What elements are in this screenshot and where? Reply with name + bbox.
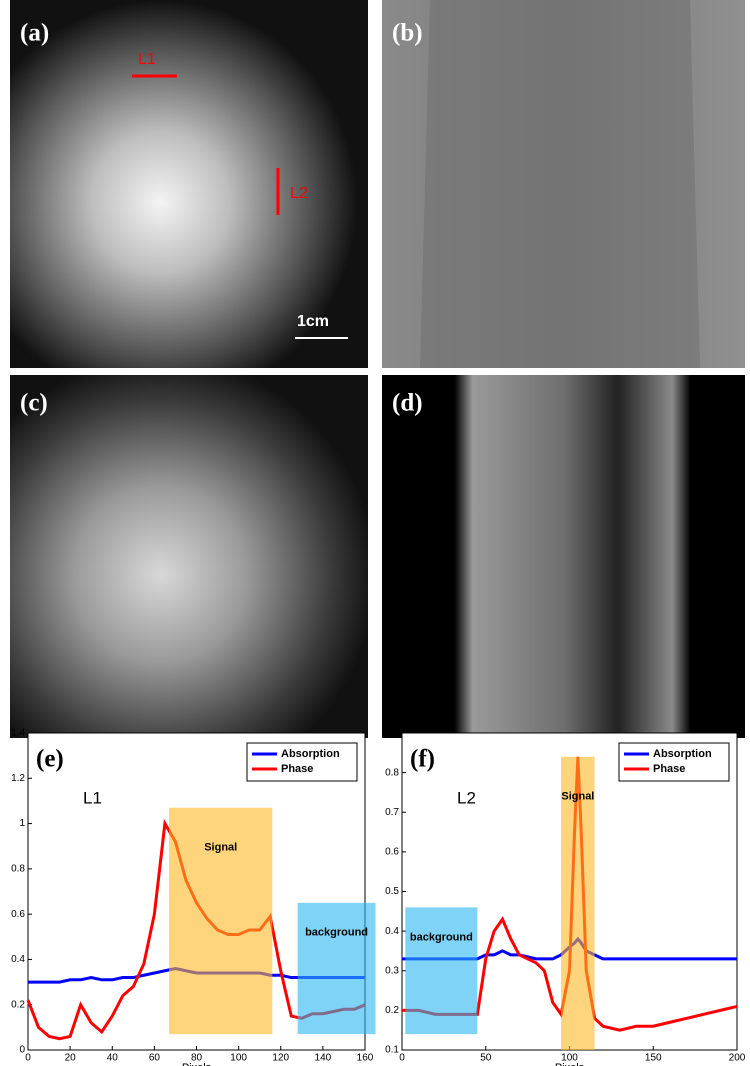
image-c <box>10 375 368 738</box>
legend-label: Phase <box>653 763 685 775</box>
y-tick-label: 0.4 <box>11 954 25 965</box>
legend-label: Phase <box>281 763 313 775</box>
x-tick-label: 0 <box>399 1053 405 1064</box>
annotation: L2 <box>457 788 476 807</box>
x-tick-label: 160 <box>357 1053 374 1064</box>
x-tick-label: 100 <box>230 1053 247 1064</box>
x-tick-label: 150 <box>645 1053 662 1064</box>
y-tick-label: 1 <box>19 818 25 829</box>
panel-label: (d) <box>392 390 423 417</box>
panel-label: (a) <box>20 20 49 47</box>
region <box>405 907 477 1034</box>
y-tick-label: 0.1 <box>385 1045 399 1056</box>
annotation: L1 <box>138 51 156 68</box>
region-label: Signal <box>561 791 594 803</box>
region-label: background <box>410 931 473 943</box>
image-d <box>382 375 745 738</box>
x-tick-label: 20 <box>65 1053 77 1064</box>
region-label: background <box>305 927 368 939</box>
x-axis-label: Pixels <box>182 1062 212 1066</box>
y-tick-label: 0.4 <box>385 926 399 937</box>
x-tick-label: 0 <box>25 1053 31 1064</box>
x-tick-label: 50 <box>480 1053 492 1064</box>
panel-label: (e) <box>36 746 64 773</box>
annotation: L2 <box>290 185 308 202</box>
x-tick-label: 200 <box>729 1053 746 1064</box>
legend-label: Absorption <box>281 748 340 760</box>
y-tick-label: 0.5 <box>385 886 399 897</box>
y-tick-label: 0.6 <box>385 847 399 858</box>
y-tick-label: 0.2 <box>385 1005 399 1016</box>
y-tick-label: 0.2 <box>11 999 25 1010</box>
x-tick-label: 60 <box>149 1053 161 1064</box>
figure: (a) (b) (c) (d) L1 L2 1cm 0 0.2 0.4 0.6 0.8 1… <box>0 0 750 1066</box>
y-tick-label: 0.9 <box>385 728 399 739</box>
x-tick-label: 120 <box>272 1053 289 1064</box>
panel-label: (f) <box>410 746 435 773</box>
x-tick-label: 140 <box>315 1053 332 1064</box>
x-tick-label: 40 <box>107 1053 119 1064</box>
panel-label: (b) <box>392 20 423 47</box>
y-tick-label: 1.4 <box>11 728 25 739</box>
y-tick-label: 1.2 <box>11 773 25 784</box>
region <box>298 903 376 1034</box>
region-label: Signal <box>204 842 237 854</box>
y-tick-label: 0.6 <box>11 909 25 920</box>
annotation: L1 <box>83 788 102 807</box>
annotation: 1cm <box>297 313 329 330</box>
panel-label: (c) <box>20 390 48 417</box>
y-tick-label: 0.3 <box>385 965 399 976</box>
page: (a) (b) (c) (d) L1 L2 1cm 0 0.2 0.4 0.6 0.8 1… <box>0 0 750 1066</box>
y-tick-label: 0.8 <box>385 767 399 778</box>
y-tick-label: 0.8 <box>11 863 25 874</box>
legend-label: Absorption <box>653 748 712 760</box>
x-axis-label: Pixels <box>555 1062 585 1066</box>
y-tick-label: 0.7 <box>385 807 399 818</box>
image-b-specimen <box>420 0 700 368</box>
